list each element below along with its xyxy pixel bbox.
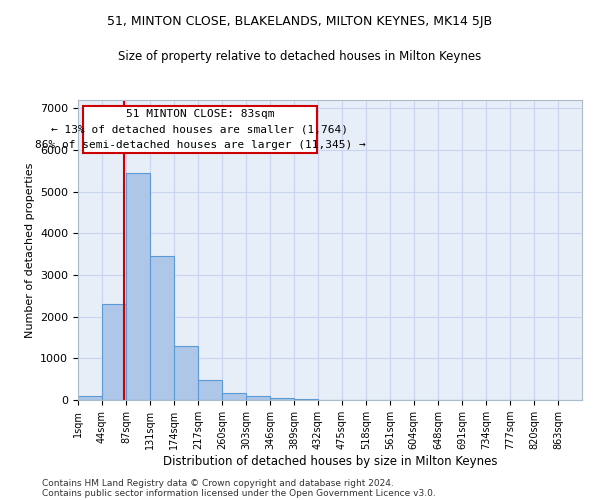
Bar xyxy=(198,380,222,400)
X-axis label: Distribution of detached houses by size in Milton Keynes: Distribution of detached houses by size … xyxy=(163,455,497,468)
Text: 51, MINTON CLOSE, BLAKELANDS, MILTON KEYNES, MK14 5JB: 51, MINTON CLOSE, BLAKELANDS, MILTON KEY… xyxy=(107,15,493,28)
Bar xyxy=(270,398,294,400)
Bar xyxy=(246,396,270,400)
Text: 51 MINTON CLOSE: 83sqm: 51 MINTON CLOSE: 83sqm xyxy=(126,110,274,120)
Bar xyxy=(222,392,246,400)
Text: Size of property relative to detached houses in Milton Keynes: Size of property relative to detached ho… xyxy=(118,50,482,63)
Text: ← 13% of detached houses are smaller (1,764): ← 13% of detached houses are smaller (1,… xyxy=(52,125,349,135)
Bar xyxy=(151,256,175,400)
Text: Contains HM Land Registry data © Crown copyright and database right 2024.: Contains HM Land Registry data © Crown c… xyxy=(42,478,394,488)
Text: 86% of semi-detached houses are larger (11,345) →: 86% of semi-detached houses are larger (… xyxy=(35,140,365,150)
FancyBboxPatch shape xyxy=(83,106,317,154)
Y-axis label: Number of detached properties: Number of detached properties xyxy=(25,162,35,338)
Bar xyxy=(102,304,126,400)
Text: Contains public sector information licensed under the Open Government Licence v3: Contains public sector information licen… xyxy=(42,488,436,498)
Bar xyxy=(78,396,102,400)
Bar xyxy=(175,346,198,400)
Bar xyxy=(126,173,150,400)
